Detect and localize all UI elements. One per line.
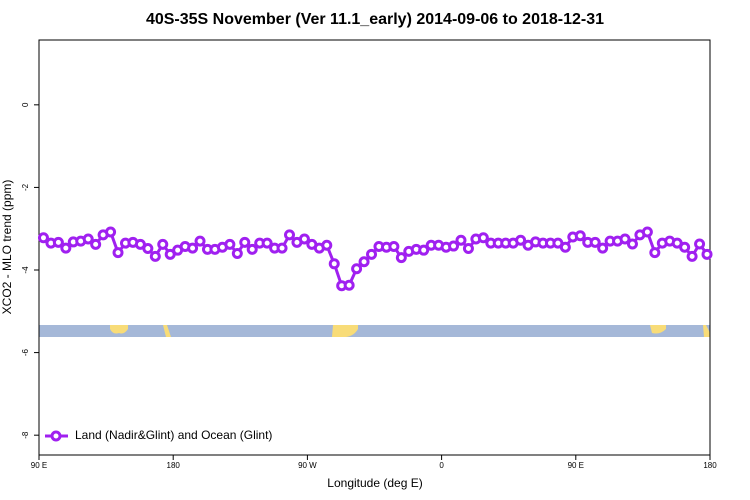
data-point <box>418 244 430 256</box>
data-point <box>157 238 169 250</box>
x-tick-label: 90 W <box>298 461 317 470</box>
data-point <box>462 243 474 255</box>
data-point <box>142 243 154 255</box>
data-point <box>105 226 117 238</box>
data-point <box>701 248 713 260</box>
data-point <box>641 226 653 238</box>
legend-marker <box>50 430 62 442</box>
data-point <box>388 240 400 252</box>
data-point <box>194 235 206 247</box>
data-point <box>515 234 527 246</box>
legend: Land (Nadir&Glint) and Ocean (Glint) <box>45 428 272 442</box>
x-tick-label: 90 E <box>568 461 584 470</box>
data-point <box>619 233 631 245</box>
data-point <box>60 242 72 254</box>
y-tick-label: -4 <box>21 266 30 274</box>
data-point <box>246 243 258 255</box>
y-tick-label: 0 <box>21 102 30 107</box>
data-point <box>343 279 355 291</box>
data-point <box>455 234 467 246</box>
data-point <box>82 233 94 245</box>
data-point <box>276 242 288 254</box>
data-point <box>395 252 407 264</box>
y-axis-label: XCO2 - MLO trend (ppm) <box>0 180 14 315</box>
data-point <box>351 263 363 275</box>
x-tick-label: 180 <box>167 461 181 470</box>
chart-title: 40S-35S November (Ver 11.1_early) 2014-0… <box>146 11 604 28</box>
data-point <box>679 241 691 253</box>
data-point <box>90 238 102 250</box>
data-point <box>366 248 378 260</box>
x-tick-label: 0 <box>439 461 444 470</box>
y-tick-label: -2 <box>21 183 30 191</box>
x-axis-label: Longitude (deg E) <box>327 476 422 490</box>
data-point <box>37 232 49 244</box>
data-point <box>187 242 199 254</box>
data-point <box>574 230 586 242</box>
data-point <box>477 232 489 244</box>
data-point <box>239 236 251 248</box>
data-point <box>448 240 460 252</box>
data-point <box>224 238 236 250</box>
data-point <box>261 237 273 249</box>
data-point <box>694 238 706 250</box>
data-point <box>589 236 601 248</box>
y-tick-label: -6 <box>21 348 30 356</box>
data-point <box>686 250 698 262</box>
land-ocean-strip <box>39 325 710 337</box>
plot-frame <box>38 39 711 456</box>
y-tick-label: -8 <box>21 431 30 439</box>
data-point <box>298 233 310 245</box>
data-point <box>284 229 296 241</box>
data-point <box>112 247 124 259</box>
data-point <box>649 247 661 259</box>
data-point <box>149 250 161 262</box>
data-point <box>321 239 333 251</box>
data-point <box>358 256 370 268</box>
legend-label: Land (Nadir&Glint) and Ocean (Glint) <box>75 428 272 442</box>
x-tick-label: 180 <box>703 461 717 470</box>
data-point <box>626 238 638 250</box>
data-point <box>559 241 571 253</box>
data-point <box>52 236 64 248</box>
data-point <box>231 247 243 259</box>
x-tick-label: 90 E <box>31 461 47 470</box>
data-point <box>328 258 340 270</box>
data-point <box>597 242 609 254</box>
